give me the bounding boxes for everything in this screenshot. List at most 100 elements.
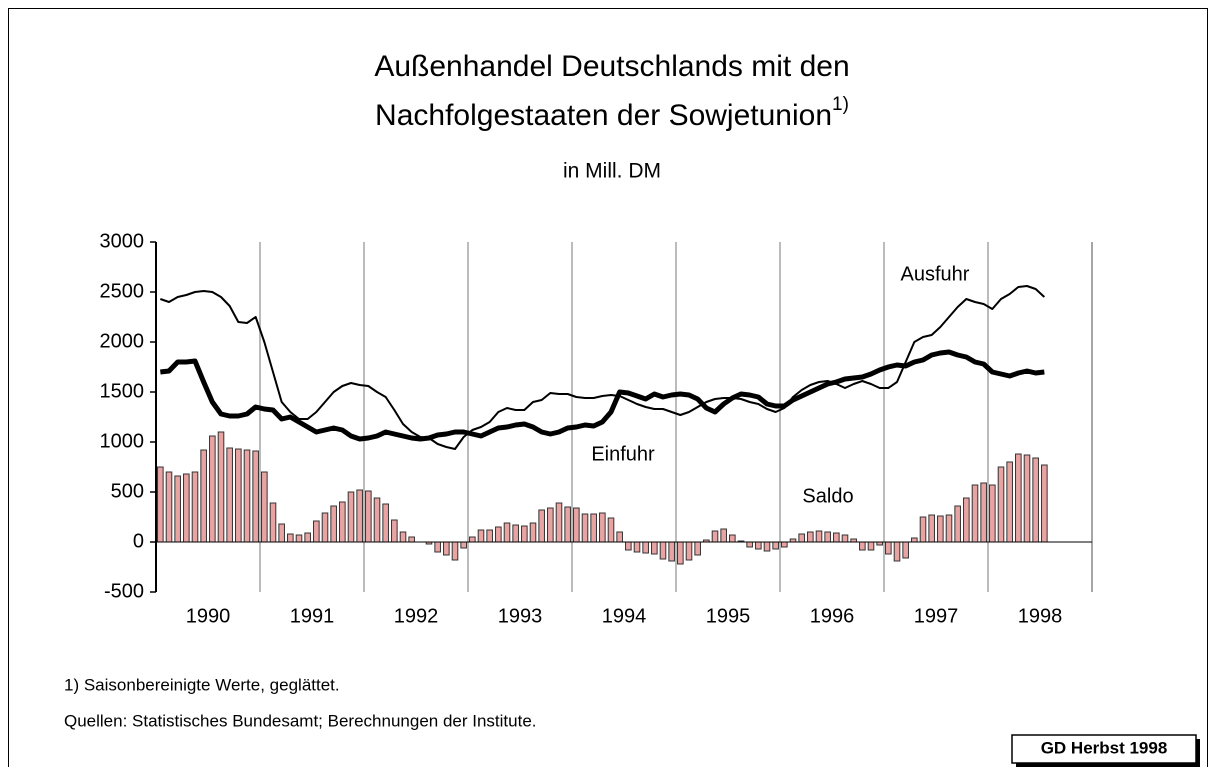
bar (911, 537, 918, 543)
bar (815, 530, 823, 543)
badge-box (1011, 734, 1197, 764)
bar (313, 520, 320, 543)
bar (443, 541, 450, 556)
bar (564, 506, 571, 543)
x-tick-label: 1991 (290, 605, 335, 627)
bar (633, 541, 641, 553)
bar (694, 541, 701, 556)
bar (989, 484, 996, 543)
footnote: 1) Saisonbereinigte Werte, geglättet. (64, 675, 340, 694)
bar (434, 541, 441, 553)
bar (867, 541, 875, 551)
bar (642, 541, 649, 554)
bar (954, 505, 961, 543)
chart-title-line: Nachfolgestaaten der Sowjetunion (375, 99, 832, 132)
bar (616, 531, 623, 543)
footnote: Quellen: Statistisches Bundesamt; Berech… (64, 711, 537, 730)
bar (460, 541, 467, 549)
bar (729, 534, 736, 543)
bar (677, 541, 684, 565)
bar (685, 541, 693, 561)
bar (963, 497, 970, 543)
bar (555, 502, 563, 543)
bar (495, 526, 502, 543)
bar (157, 466, 164, 543)
bar (599, 512, 606, 543)
bar (581, 513, 589, 543)
bar (720, 528, 727, 543)
y-tick-label: 2500 (100, 280, 145, 302)
y-tick-label: 1500 (100, 380, 145, 402)
bar (547, 507, 554, 543)
bar (477, 529, 485, 543)
frame (8, 8, 1208, 767)
bar (711, 530, 719, 543)
line-einfuhr (160, 349, 1045, 442)
bar (217, 431, 225, 543)
x-tick-label: 1998 (1018, 605, 1063, 627)
bar (937, 515, 944, 543)
bar (807, 531, 814, 543)
bar (191, 471, 199, 543)
bar (278, 523, 285, 543)
series-label: Einfuhr (591, 443, 655, 465)
bar (928, 514, 935, 543)
bar (373, 497, 381, 543)
bar (365, 490, 372, 543)
x-tick-label: 1994 (602, 605, 647, 627)
bar (330, 505, 337, 543)
bar (755, 541, 762, 550)
x-tick-label: 1993 (498, 605, 543, 627)
bar (226, 447, 233, 543)
x-tick-label: 1992 (394, 605, 439, 627)
bar (243, 449, 251, 543)
bar (659, 541, 667, 560)
bar (573, 507, 580, 543)
bar (469, 536, 476, 543)
bar (651, 541, 658, 555)
bar (399, 531, 407, 543)
y-tick-label: -500 (104, 580, 144, 602)
bar (833, 532, 840, 543)
chart-subtitle: in Mill. DM (563, 160, 661, 183)
bar (269, 502, 277, 543)
bar (1041, 464, 1048, 543)
bar (503, 522, 511, 543)
x-tick-label: 1995 (706, 605, 751, 627)
y-tick-label: 2000 (100, 330, 145, 352)
x-tick-label: 1997 (914, 605, 959, 627)
bar (1006, 461, 1013, 543)
bar (1032, 457, 1039, 543)
bar (607, 517, 615, 543)
bar (859, 541, 866, 551)
bar (538, 509, 545, 543)
y-tick-label: 500 (111, 480, 144, 502)
bar (451, 541, 459, 561)
chart-title: Außenhandel Deutschlands mit den (374, 50, 849, 83)
line-ausfuhr (160, 285, 1046, 450)
chart-title: Nachfolgestaaten der Sowjetunion1) (375, 94, 849, 132)
bar (902, 541, 909, 559)
bar (919, 516, 927, 543)
bar (893, 541, 901, 562)
bar (391, 519, 398, 543)
bar (261, 471, 268, 543)
bar (408, 536, 415, 543)
y-tick-label: 1000 (100, 430, 145, 452)
bar (347, 491, 355, 543)
bar (824, 531, 831, 543)
x-tick-label: 1990 (186, 605, 231, 627)
bar (287, 533, 294, 543)
bar (841, 534, 849, 543)
bar (997, 466, 1005, 543)
bar (781, 541, 788, 548)
bar (295, 534, 303, 543)
bar (529, 522, 537, 543)
bar (1023, 454, 1031, 543)
bar (945, 514, 953, 543)
bar (382, 503, 389, 543)
x-tick-label: 1996 (810, 605, 855, 627)
bar (252, 450, 259, 543)
bar (521, 525, 528, 543)
bar (200, 449, 207, 543)
